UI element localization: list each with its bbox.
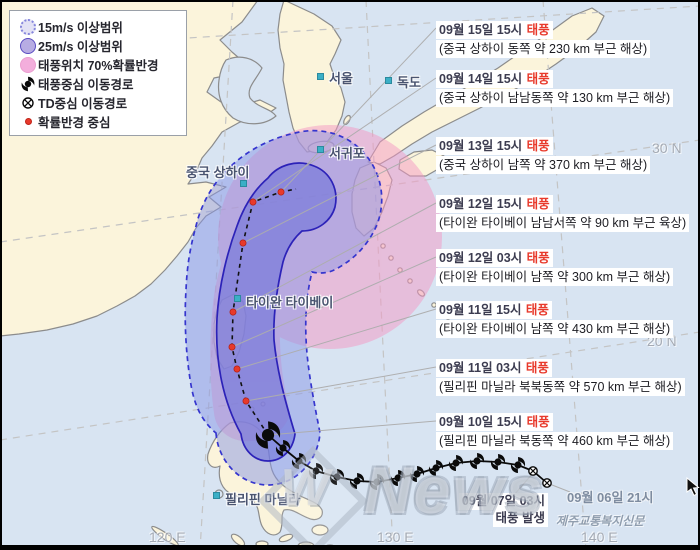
genesis-text: 태풍 발생: [492, 510, 548, 527]
forecast-entry: 09월 10일 15시 태풍 (필리핀 마닐라 북동쪽 약 460 km 부근 …: [436, 413, 674, 450]
forecast-location: (타이완 타이베이 남쪽 약 430 km 부근 해상): [436, 320, 674, 338]
shanghai-label: 중국 상하이: [186, 165, 250, 180]
forecast-entry: 09월 11일 03시 태풍 (필리핀 마닐라 북북동쪽 약 570 km 부근…: [436, 359, 685, 396]
forecast-status: 태풍: [526, 415, 550, 429]
forecast-location: (필리핀 마닐라 북북동쪽 약 570 km 부근 해상): [436, 378, 685, 396]
forecast-date: 09월 10일 15시: [439, 415, 523, 429]
forecast-track: [228, 188, 297, 436]
legend-row: 25m/s 이상범위: [18, 36, 180, 55]
pink-circle-icon: [18, 56, 38, 73]
legend-row: 15m/s 이상범위: [18, 17, 180, 36]
lon-label-140e: 140 E: [581, 529, 618, 545]
forecast-entry: 09월 11일 15시 태풍 (타이완 타이베이 남쪽 약 430 km 부근 …: [436, 301, 674, 338]
red-dot-icon: [18, 118, 38, 125]
forecast-location: (중국 상하이 남남동쪽 약 130 km 부근 해상): [436, 89, 674, 107]
filled-circle-icon: [18, 37, 38, 54]
legend-row: TD중심 이동경로: [18, 93, 180, 112]
forecast-location: (필리핀 마닐라 북동쪽 약 460 km 부근 해상): [436, 432, 674, 450]
typhoon-icon: [18, 76, 38, 92]
seogwipo-label: 서귀포: [329, 146, 365, 161]
seoul-label: 서울: [329, 71, 353, 86]
seogwipo-marker: [317, 146, 324, 153]
forecast-status: 태풍: [526, 139, 550, 153]
legend-row: 확률반경 중심: [18, 112, 180, 131]
legend-label: TD중심 이동경로: [38, 97, 128, 111]
manila-marker: [213, 492, 220, 499]
mouse-cursor-icon: [686, 477, 700, 497]
genesis-date: 09월 07일 03시: [458, 493, 548, 510]
legend-label: 확률반경 중심: [38, 116, 111, 130]
frame-edge: [0, 0, 700, 2]
forecast-date: 09월 11일 15시: [439, 303, 522, 317]
legend-label: 태풍위치 70%확률반경: [38, 59, 159, 73]
dokdo-label: 독도: [397, 75, 421, 90]
lat-label-30n: 30 N: [652, 140, 682, 156]
frame-edge: [0, 545, 700, 550]
taipei-marker: [234, 295, 241, 302]
forecast-status: 태풍: [526, 23, 550, 37]
forecast-status: 태풍: [526, 197, 550, 211]
forecast-status: 태풍: [525, 303, 549, 317]
forecast-date: 09월 11일 03시: [439, 361, 522, 375]
forecast-entry: 09월 14일 15시 태풍 (중국 상하이 남남동쪽 약 130 km 부근 …: [436, 70, 674, 107]
track-start-label: 09월 06일 21시: [567, 490, 654, 505]
bohai-sea: [217, 56, 277, 125]
genesis-label: 09월 07일 03시 태풍 발생: [448, 493, 548, 527]
frame-edge: [698, 0, 700, 550]
forecast-entry: 09월 13일 15시 태풍 (중국 상하이 남쪽 약 370 km 부근 해상…: [436, 137, 651, 174]
legend-label: 태풍중심 이동경로: [38, 78, 134, 92]
forecast-location: (중국 상하이 남쪽 약 370 km 부근 해상): [436, 156, 651, 174]
lon-label-120e: 120 E: [149, 529, 186, 545]
forecast-status: 태풍: [526, 72, 550, 86]
past-track: [255, 421, 552, 490]
legend-label: 15m/s 이상범위: [38, 21, 123, 35]
forecast-date: 09월 12일 15시: [439, 197, 523, 211]
legend-row: 태풍위치 70%확률반경: [18, 55, 180, 74]
frame-edge: [0, 0, 2, 550]
forecast-status: 태풍: [526, 251, 550, 265]
forecast-date: 09월 15일 15시: [439, 23, 523, 37]
forecast-entry: 09월 15일 15시 태풍 (중국 상하이 동쪽 약 230 km 부근 해상…: [436, 21, 651, 58]
legend: 15m/s 이상범위 25m/s 이상범위 태풍위치 70%확률반경 태풍중심 …: [9, 10, 187, 136]
forecast-date: 09월 12일 03시: [439, 251, 523, 265]
manila-label: 필리핀 마닐라: [225, 492, 301, 507]
leader-lines: [231, 27, 571, 496]
td-icon: [18, 96, 38, 110]
forecast-location: (타이완 타이베이 남남서쪽 약 90 km 부근 육상): [436, 214, 690, 232]
forecast-location: (타이완 타이베이 남쪽 약 300 km 부근 해상): [436, 268, 674, 286]
legend-label: 25m/s 이상범위: [38, 40, 123, 54]
dotted-circle-icon: [18, 18, 38, 35]
seoul-marker: [317, 73, 324, 80]
shanghai-marker: [240, 180, 247, 187]
forecast-entry: 09월 12일 03시 태풍 (타이완 타이베이 남쪽 약 300 km 부근 …: [436, 249, 674, 286]
forecast-date: 09월 13일 15시: [439, 139, 523, 153]
legend-row: 태풍중심 이동경로: [18, 74, 180, 93]
dokdo-marker: [385, 77, 392, 84]
taipei-label: 타이완 타이베이: [246, 295, 334, 310]
forecast-status: 태풍: [525, 361, 549, 375]
forecast-location: (중국 상하이 동쪽 약 230 km 부근 해상): [436, 40, 651, 58]
range25-cone: [215, 162, 337, 462]
forecast-entry: 09월 12일 15시 태풍 (타이완 타이베이 남남서쪽 약 90 km 부근…: [436, 195, 690, 232]
probability-center-dots: [228, 188, 285, 405]
forecast-date: 09월 14일 15시: [439, 72, 523, 86]
lon-label-130e: 130 E: [377, 529, 414, 545]
